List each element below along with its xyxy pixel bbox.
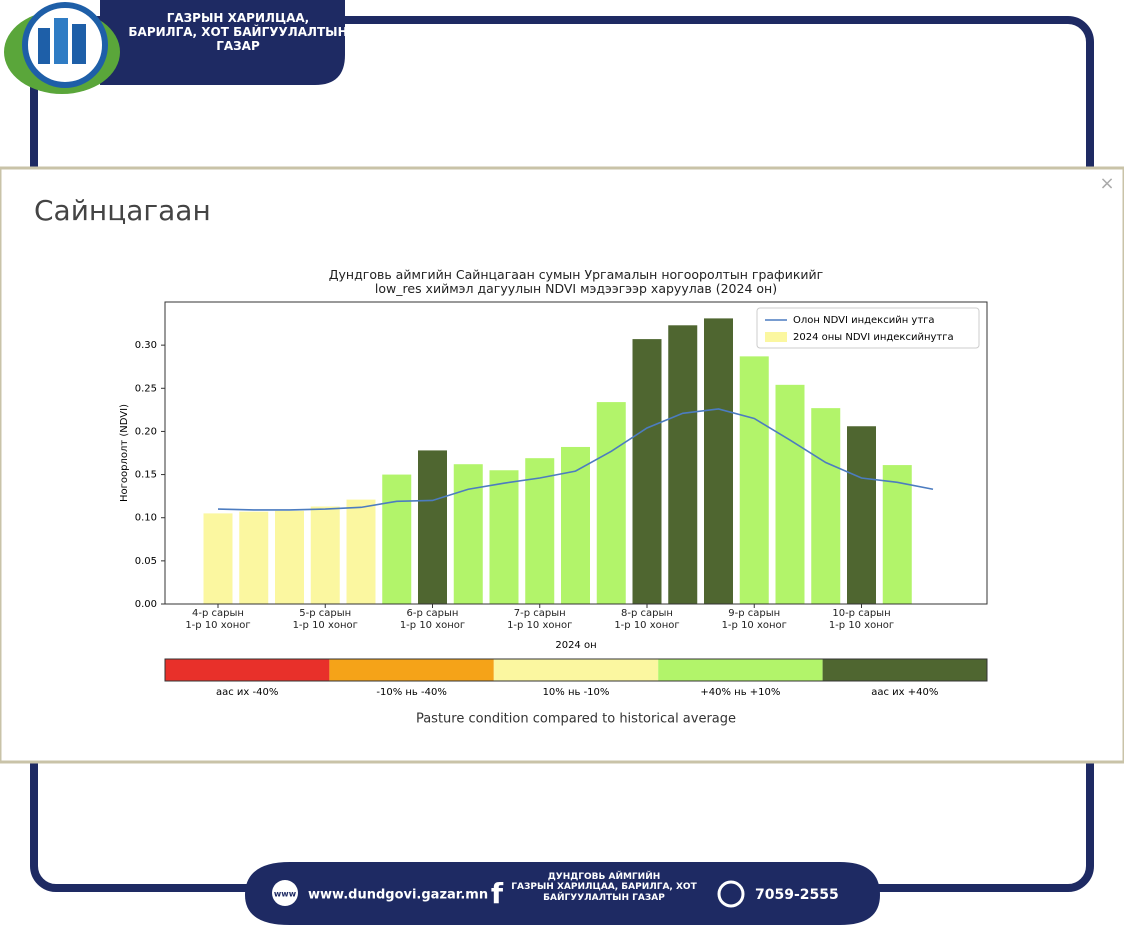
colorbar-segment bbox=[493, 659, 659, 681]
legend-box bbox=[756, 307, 980, 349]
x-tick-label: 5-р сарын 1-р 10 хоног bbox=[292, 608, 358, 631]
colorbar-label: 10% нь -10% bbox=[543, 687, 610, 698]
footer-facebook: ДУНДГОВЬ АЙМГИЙН ГАЗРЫН ХАРИЛЦАА, БАРИЛГ… bbox=[511, 872, 697, 903]
colorbar-frame bbox=[164, 658, 988, 682]
y-tick-label: 0.20 bbox=[135, 426, 157, 437]
bar bbox=[239, 511, 269, 604]
bar bbox=[847, 426, 876, 604]
x-tick-label: 9-р сарын 1-р 10 хоног bbox=[721, 608, 787, 631]
bar bbox=[382, 474, 412, 604]
footer-bar bbox=[245, 862, 880, 925]
bar bbox=[203, 513, 233, 604]
bar bbox=[525, 458, 555, 604]
bar bbox=[632, 339, 662, 604]
bar bbox=[704, 318, 733, 604]
bar bbox=[668, 325, 698, 604]
logo-building bbox=[38, 28, 50, 64]
facebook-icon: f bbox=[491, 877, 504, 910]
footer-website: www.dundgovi.gazar.mn bbox=[308, 888, 488, 903]
modal-title: Сайнцагаан bbox=[34, 194, 211, 227]
bar bbox=[739, 356, 769, 604]
bar bbox=[418, 450, 447, 604]
header-org: ГАЗРЫН ХАРИЛЦАА, БАРИЛГА, ХОТ БАЙГУУЛАЛТ… bbox=[128, 11, 348, 53]
x-axis-label: 2024 он bbox=[555, 640, 596, 651]
y-tick-label: 0.00 bbox=[135, 599, 157, 610]
bar bbox=[596, 402, 626, 604]
x-tick-label: 7-р сарын 1-р 10 хоног bbox=[507, 608, 573, 631]
x-tick-label: 8-р сарын 1-р 10 хоног bbox=[614, 608, 680, 631]
bar bbox=[453, 464, 483, 604]
bar bbox=[882, 465, 912, 604]
colorbar-segment bbox=[822, 659, 987, 681]
colorbar-label: -10% нь -40% bbox=[376, 687, 446, 698]
y-axis-label: Ногоорлолт (NDVI) bbox=[119, 404, 130, 502]
colorbar-segment bbox=[329, 659, 494, 681]
y-tick-label: 0.05 bbox=[135, 556, 157, 567]
header-badge bbox=[100, 0, 345, 85]
y-tick-label: 0.10 bbox=[135, 513, 157, 524]
x-tick-label: 10-р сарын 1-р 10 хоног bbox=[828, 608, 895, 631]
colorbar-label: аас их +40% bbox=[871, 687, 938, 698]
legend-swatch bbox=[765, 332, 787, 342]
footer-phone: 7059-2555 bbox=[755, 887, 839, 903]
close-button[interactable]: × bbox=[1099, 173, 1114, 194]
y-tick-label: 0.25 bbox=[135, 383, 157, 394]
y-tick-label: 0.30 bbox=[135, 340, 157, 351]
logo-building bbox=[54, 18, 68, 64]
logo-building bbox=[72, 24, 86, 64]
x-tick-label: 6-р сарын 1-р 10 хоног bbox=[399, 608, 466, 631]
bar bbox=[346, 499, 376, 604]
colorbar-caption: Pasture condition compared to historical… bbox=[416, 712, 736, 727]
colorbar-label: аас их -40% bbox=[216, 687, 278, 698]
bar bbox=[310, 506, 340, 604]
bar bbox=[489, 470, 519, 604]
phone-icon bbox=[717, 880, 745, 908]
www-icon-text: www bbox=[274, 890, 297, 899]
y-tick-label: 0.15 bbox=[135, 470, 157, 481]
www-icon bbox=[272, 880, 298, 906]
x-tick-label: 4-р сарын 1-р 10 хоног bbox=[185, 608, 251, 631]
bar bbox=[775, 384, 805, 604]
bar bbox=[811, 408, 841, 604]
bar bbox=[275, 510, 304, 604]
chart-title: Дундговь аймгийн Сайнцагаан сумын Ургама… bbox=[328, 267, 824, 297]
colorbar-label: +40% нь +10% bbox=[700, 687, 780, 698]
colorbar-segment bbox=[165, 659, 330, 681]
line bbox=[217, 408, 934, 511]
legend-label: 2024 оны NDVI индексийнутга bbox=[793, 332, 954, 343]
legend-label: Олон NDVI индексийн утга bbox=[793, 315, 935, 326]
colorbar-segment bbox=[658, 659, 823, 681]
plot-frame bbox=[164, 301, 988, 605]
